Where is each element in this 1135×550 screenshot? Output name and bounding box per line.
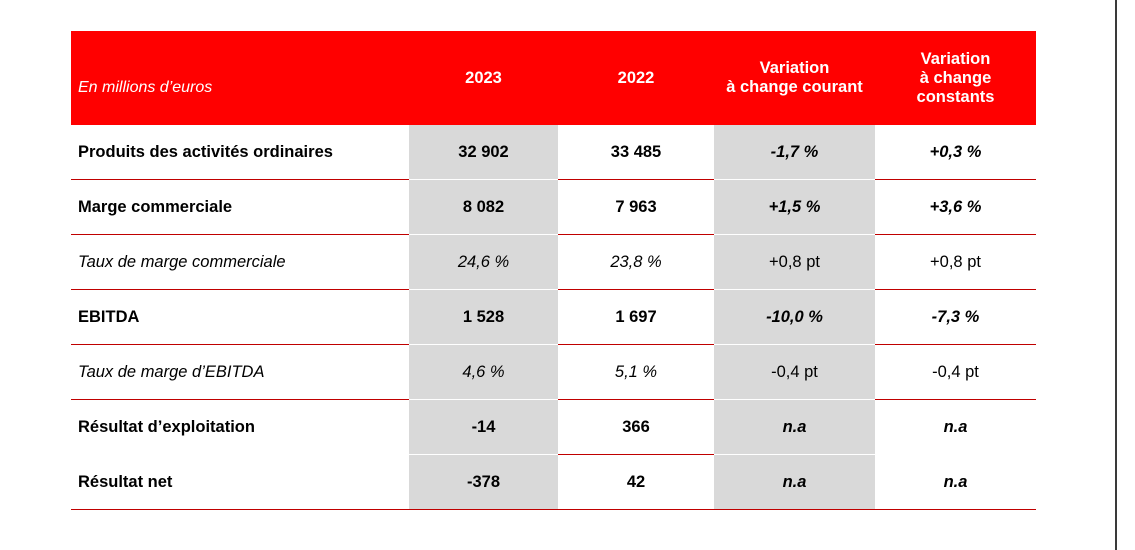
row-divider: [558, 179, 714, 180]
row-label: EBITDA: [78, 307, 140, 326]
row-divider: [875, 289, 1036, 290]
header-2022: 2022: [617, 68, 655, 87]
row-divider: [558, 344, 714, 345]
cell-2023: -14: [409, 400, 558, 454]
cell-var-courant: -0,4 pt: [714, 345, 875, 399]
table-row: Résultat net -378 42 n.a n.a: [71, 455, 1036, 510]
cell-2023: 8 082: [409, 180, 558, 234]
cell-2023: -378: [409, 455, 558, 509]
row-divider: [558, 234, 714, 235]
row-divider: [875, 344, 1036, 345]
cell-2022: 23,8 %: [610, 252, 662, 271]
cell-2023: 1 528: [409, 290, 558, 344]
window-edge: [1115, 0, 1117, 550]
row-divider: [875, 179, 1036, 180]
cell-var-constant: +0,3 %: [929, 142, 982, 161]
cell-var-courant: +0,8 pt: [714, 235, 875, 289]
table-bottom-rule: [71, 509, 1036, 510]
row-divider: [558, 454, 714, 455]
financial-table: En millions d’euros 2023 2022 Variation …: [71, 31, 1036, 510]
cell-var-courant: n.a: [714, 455, 875, 509]
row-divider: [71, 399, 409, 400]
table-row: Produits des activités ordinaires 32 902…: [71, 125, 1036, 180]
row-divider: [558, 399, 714, 400]
units-caption: En millions d’euros: [78, 79, 213, 96]
header-2023: 2023: [465, 68, 502, 87]
table-row: Marge commerciale 8 082 7 963 +1,5 % +3,…: [71, 180, 1036, 235]
cell-2023: 24,6 %: [409, 235, 558, 289]
row-divider: [71, 344, 409, 345]
cell-2022: 1 697: [615, 307, 657, 326]
cell-2023: 32 902: [409, 125, 558, 179]
row-label: Marge commerciale: [78, 197, 233, 216]
cell-var-courant: n.a: [714, 400, 875, 454]
table-row: EBITDA 1 528 1 697 -10,0 % -7,3 %: [71, 290, 1036, 345]
cell-2022: 5,1 %: [614, 362, 658, 381]
cell-2022: 366: [622, 417, 650, 436]
row-divider: [71, 234, 409, 235]
cell-var-courant: -10,0 %: [714, 290, 875, 344]
header-variation-courant: Variation à change courant: [726, 59, 863, 96]
cell-var-courant: -1,7 %: [714, 125, 875, 179]
row-divider: [558, 289, 714, 290]
cell-var-constant: -7,3 %: [931, 307, 980, 326]
row-label: Taux de marge d’EBITDA: [78, 362, 265, 381]
cell-2022: 42: [626, 472, 646, 491]
row-divider: [71, 289, 409, 290]
row-label: Résultat net: [78, 472, 173, 491]
cell-2023: 4,6 %: [409, 345, 558, 399]
row-divider: [875, 234, 1036, 235]
cell-var-constant: -0,4 pt: [932, 362, 979, 381]
cell-var-constant: n.a: [943, 472, 968, 491]
cell-2022: 33 485: [610, 142, 662, 161]
row-label: Produits des activités ordinaires: [78, 142, 333, 161]
header-variation-constants: Variation à change constants: [916, 49, 995, 106]
table-row: Taux de marge commerciale 24,6 % 23,8 % …: [71, 235, 1036, 290]
cell-var-constant: n.a: [943, 417, 968, 436]
cell-var-constant: +3,6 %: [929, 197, 982, 216]
table-header: En millions d’euros 2023 2022 Variation …: [71, 31, 1036, 125]
cell-2022: 7 963: [615, 197, 657, 216]
row-label: Taux de marge commerciale: [78, 252, 286, 271]
table-row: Résultat d’exploitation -14 366 n.a n.a: [71, 400, 1036, 455]
row-divider: [875, 399, 1036, 400]
cell-var-courant: +1,5 %: [714, 180, 875, 234]
row-label: Résultat d’exploitation: [78, 417, 255, 436]
row-divider: [71, 179, 409, 180]
cell-var-constant: +0,8 pt: [930, 252, 981, 271]
table-row: Taux de marge d’EBITDA 4,6 % 5,1 % -0,4 …: [71, 345, 1036, 400]
